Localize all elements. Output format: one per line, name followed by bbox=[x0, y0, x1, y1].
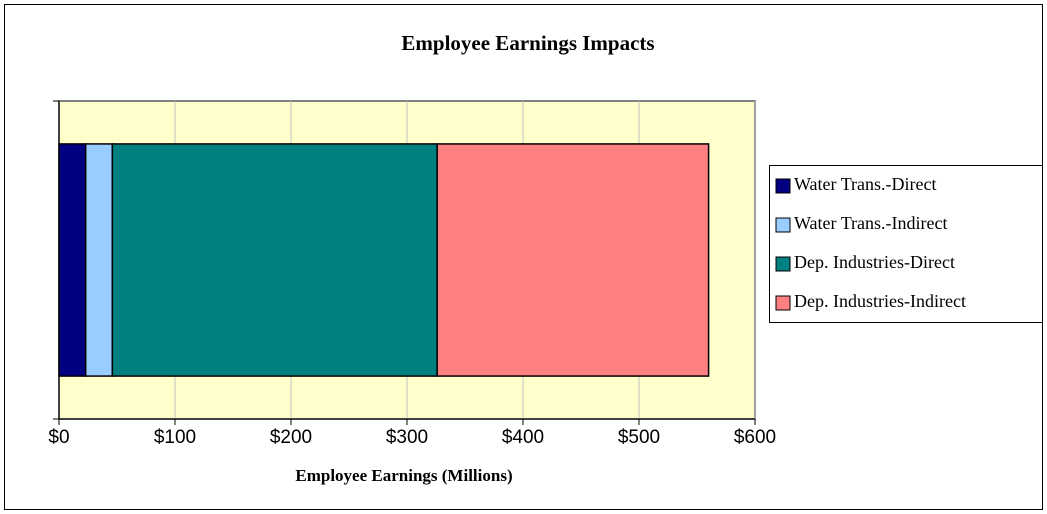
legend-swatch bbox=[775, 295, 791, 311]
bar-segment bbox=[58, 143, 87, 377]
legend-label: Dep. Industries-Direct bbox=[794, 252, 955, 272]
legend-swatch bbox=[775, 178, 791, 194]
x-tick-label: $200 bbox=[270, 427, 312, 448]
bar-segment bbox=[436, 143, 710, 377]
x-tick-label: $500 bbox=[618, 427, 660, 448]
x-axis-title: Employee Earnings (Millions) bbox=[295, 466, 512, 485]
x-tick-label: $400 bbox=[502, 427, 544, 448]
legend-label: Dep. Industries-Indirect bbox=[794, 291, 966, 311]
bar-segment bbox=[111, 143, 438, 377]
legend-swatch bbox=[775, 256, 791, 272]
x-tick-label: $0 bbox=[48, 427, 69, 448]
bar-segment bbox=[84, 143, 114, 377]
legend bbox=[769, 165, 1043, 323]
x-tick-label: $100 bbox=[154, 427, 196, 448]
x-tick-label: $300 bbox=[386, 427, 428, 448]
legend-label: Water Trans.-Indirect bbox=[794, 213, 948, 233]
legend-label: Water Trans.-Direct bbox=[794, 174, 937, 194]
x-tick-label: $600 bbox=[734, 427, 776, 448]
legend-swatch bbox=[775, 217, 791, 233]
chart-title: Employee Earnings Impacts bbox=[401, 31, 654, 55]
